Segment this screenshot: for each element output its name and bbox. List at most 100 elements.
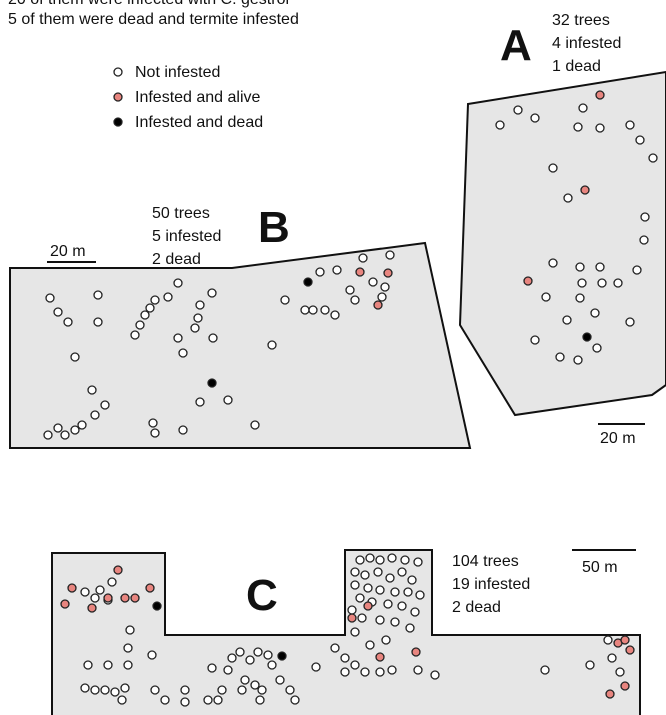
- tree: [345, 285, 355, 295]
- tree: [585, 660, 595, 670]
- tree: [45, 293, 55, 303]
- tree: [90, 410, 100, 420]
- tree: [607, 653, 617, 663]
- tree: [140, 310, 150, 320]
- tree: [53, 423, 63, 433]
- plot-info: 4 infested: [552, 35, 621, 52]
- tree: [120, 683, 130, 693]
- tree: [80, 683, 90, 693]
- plot-label: C: [246, 571, 278, 620]
- plot-b: [9, 241, 472, 449]
- tree: [290, 695, 300, 705]
- plot-info: 1 dead: [552, 58, 601, 75]
- header-line: 20 of them were infected with C. gestroi: [8, 0, 289, 8]
- tree: [267, 660, 277, 670]
- tree: [80, 587, 90, 597]
- tree: [250, 420, 260, 430]
- tree: [130, 330, 140, 340]
- trees: [43, 90, 658, 707]
- tree: [375, 652, 385, 662]
- tree: [413, 665, 423, 675]
- tree: [195, 300, 205, 310]
- tree: [130, 593, 140, 603]
- tree: [163, 292, 173, 302]
- tree: [123, 643, 133, 653]
- tree: [350, 567, 360, 577]
- tree: [411, 647, 421, 657]
- tree: [208, 333, 218, 343]
- tree: [523, 276, 533, 286]
- tree: [615, 667, 625, 677]
- tree: [70, 352, 80, 362]
- tree: [152, 601, 162, 611]
- tree: [400, 555, 410, 565]
- tree: [60, 430, 70, 440]
- tree: [350, 580, 360, 590]
- tree: [235, 647, 245, 657]
- plot-info: 2 dead: [152, 251, 201, 268]
- tree: [380, 282, 390, 292]
- tree: [548, 163, 558, 173]
- tree: [573, 355, 583, 365]
- tree: [178, 425, 188, 435]
- tree: [365, 553, 375, 563]
- scale-label: 20 m: [600, 430, 636, 447]
- tree: [363, 601, 373, 611]
- tree: [363, 583, 373, 593]
- tree: [173, 278, 183, 288]
- tree: [613, 278, 623, 288]
- legend-swatch: [113, 117, 123, 127]
- tree: [430, 670, 440, 680]
- tree: [357, 613, 367, 623]
- tree: [355, 555, 365, 565]
- tree: [368, 277, 378, 287]
- tree: [377, 292, 387, 302]
- tree: [255, 695, 265, 705]
- plot-label: B: [258, 203, 290, 252]
- tree: [355, 593, 365, 603]
- tree: [207, 288, 217, 298]
- tree: [390, 617, 400, 627]
- tree: [350, 627, 360, 637]
- tree: [315, 267, 325, 277]
- plot-info: 2 dead: [452, 599, 501, 616]
- tree: [358, 253, 368, 263]
- tree: [620, 635, 630, 645]
- tree: [340, 667, 350, 677]
- legend: Not infested Infested and alive Infested a…: [113, 64, 263, 131]
- tree: [625, 120, 635, 130]
- tree: [360, 667, 370, 677]
- tree: [413, 557, 423, 567]
- plot-info: 19 infested: [452, 576, 530, 593]
- tree: [160, 695, 170, 705]
- tree: [347, 613, 357, 623]
- tree: [263, 650, 273, 660]
- tree: [240, 675, 250, 685]
- tree: [595, 123, 605, 133]
- tree: [67, 583, 77, 593]
- tree: [387, 665, 397, 675]
- tree: [253, 647, 263, 657]
- tree: [397, 567, 407, 577]
- tree: [540, 665, 550, 675]
- tree: [530, 113, 540, 123]
- tree: [562, 315, 572, 325]
- tree: [375, 585, 385, 595]
- tree: [70, 425, 80, 435]
- tree: [375, 615, 385, 625]
- tree: [43, 430, 53, 440]
- tree: [541, 292, 551, 302]
- tree: [595, 90, 605, 100]
- tree: [303, 277, 313, 287]
- scale-label: 50 m: [582, 559, 618, 576]
- tree: [285, 685, 295, 695]
- plot-info: 104 trees: [452, 553, 519, 570]
- tree: [575, 293, 585, 303]
- tree: [330, 643, 340, 653]
- tree: [360, 570, 370, 580]
- tree: [578, 103, 588, 113]
- tree: [332, 265, 342, 275]
- plot-info: 50 trees: [152, 205, 210, 222]
- tree: [223, 665, 233, 675]
